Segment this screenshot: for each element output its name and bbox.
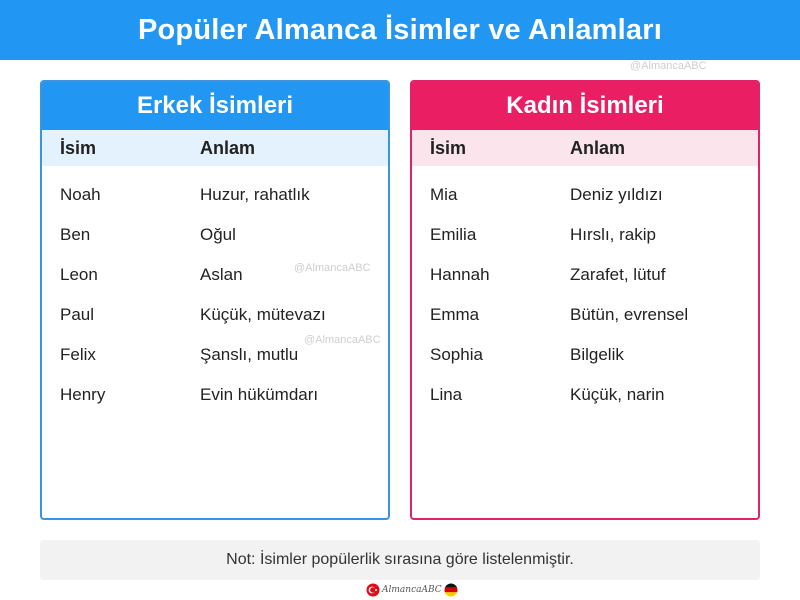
meaning-cell: Bütün, evrensel <box>570 305 689 324</box>
male-names-title: Erkek İsimleri <box>42 82 388 130</box>
female-col-meaning: Anlam <box>570 137 626 158</box>
name-cell: Lina <box>430 385 463 404</box>
meaning-cell: Küçük, mütevazı <box>200 305 326 324</box>
name-cell: Paul <box>60 305 95 324</box>
page-title: Popüler Almanca İsimler ve Anlamları <box>0 0 800 60</box>
meaning-cell: Huzur, rahatlık <box>200 185 310 204</box>
table-row: Sophia Bilgelik <box>412 335 758 375</box>
name-cell: Leon <box>60 265 98 284</box>
male-col-name: İsim <box>60 137 97 158</box>
name-cell: Hannah <box>430 265 490 284</box>
male-names-card: Erkek İsimleri İsim Anlam Noah Huzur, ra… <box>40 80 390 520</box>
table-row: Henry Evin hükümdarı <box>42 375 388 415</box>
female-names-title: Kadın İsimleri <box>412 82 758 130</box>
watermark: @AlmancaABC <box>304 334 381 346</box>
name-cell: Emma <box>430 305 480 324</box>
male-col-meaning: Anlam <box>200 137 256 158</box>
table-row: Emma Bütün, evrensel <box>412 295 758 335</box>
watermark: @AlmancaABC <box>630 60 707 72</box>
meaning-cell: Bilgelik <box>570 345 624 364</box>
table-row: Leon Aslan <box>42 255 388 295</box>
meaning-cell: Küçük, narin <box>570 385 665 404</box>
germany-flag-icon <box>444 583 458 597</box>
table-row: Emilia Hırslı, rakip <box>412 215 758 255</box>
name-cell: Henry <box>60 385 106 404</box>
meaning-cell: Hırslı, rakip <box>570 225 656 244</box>
table-row: Noah Huzur, rahatlık <box>42 175 388 215</box>
meaning-cell: Evin hükümdarı <box>200 385 319 404</box>
table-row: Felix Şanslı, mutlu <box>42 335 388 375</box>
table-row: Ben Oğul <box>42 215 388 255</box>
meaning-cell: Şanslı, mutlu <box>200 345 299 364</box>
table-row: Hannah Zarafet, lütuf <box>412 255 758 295</box>
table-row: Mia Deniz yıldızı <box>412 175 758 215</box>
female-names-list: Mia Deniz yıldızı Emilia Hırslı, rakip H… <box>412 166 758 415</box>
meaning-cell: Aslan <box>200 265 243 284</box>
female-table-header: İsim Anlam <box>412 130 758 166</box>
male-table-header: İsim Anlam <box>42 130 388 166</box>
footnote: Not: İsimler popülerlik sırasına göre li… <box>40 540 760 580</box>
signature-logo: AlmancaABC <box>382 585 442 595</box>
footer-logo: AlmancaABC <box>366 583 458 597</box>
meaning-cell: Deniz yıldızı <box>570 185 663 204</box>
name-cell: Ben <box>60 225 91 244</box>
table-row: Paul Küçük, mütevazı <box>42 295 388 335</box>
name-cell: Mia <box>430 185 458 204</box>
watermark: @AlmancaABC <box>294 262 371 274</box>
turkey-flag-icon <box>366 583 380 597</box>
male-names-list: Noah Huzur, rahatlık Ben Oğul Leon Aslan… <box>42 166 388 415</box>
name-cell: Emilia <box>430 225 477 244</box>
meaning-cell: Oğul <box>200 225 236 244</box>
name-cell: Sophia <box>430 345 483 364</box>
meaning-cell: Zarafet, lütuf <box>570 265 666 284</box>
female-names-card: Kadın İsimleri İsim Anlam Mia Deniz yıld… <box>410 80 760 520</box>
female-col-name: İsim <box>430 137 467 158</box>
name-cell: Noah <box>60 185 101 204</box>
name-cell: Felix <box>60 345 96 364</box>
table-row: Lina Küçük, narin <box>412 375 758 415</box>
